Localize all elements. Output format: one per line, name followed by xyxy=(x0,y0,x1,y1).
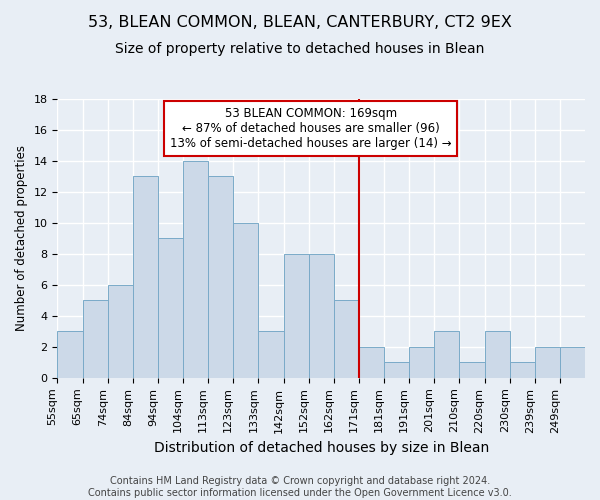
Bar xyxy=(58,332,83,378)
Bar xyxy=(133,176,158,378)
Bar xyxy=(158,238,183,378)
Text: Size of property relative to detached houses in Blean: Size of property relative to detached ho… xyxy=(115,42,485,56)
Text: 53 BLEAN COMMON: 169sqm
← 87% of detached houses are smaller (96)
13% of semi-de: 53 BLEAN COMMON: 169sqm ← 87% of detache… xyxy=(170,108,451,150)
Bar xyxy=(485,332,509,378)
Bar xyxy=(409,347,434,378)
Bar xyxy=(83,300,107,378)
Bar xyxy=(208,176,233,378)
Bar xyxy=(334,300,359,378)
Bar xyxy=(560,347,585,378)
Bar xyxy=(233,223,259,378)
X-axis label: Distribution of detached houses by size in Blean: Distribution of detached houses by size … xyxy=(154,441,489,455)
Bar xyxy=(359,347,384,378)
Text: 53, BLEAN COMMON, BLEAN, CANTERBURY, CT2 9EX: 53, BLEAN COMMON, BLEAN, CANTERBURY, CT2… xyxy=(88,15,512,30)
Bar xyxy=(509,362,535,378)
Bar xyxy=(460,362,485,378)
Bar xyxy=(284,254,308,378)
Bar xyxy=(183,161,208,378)
Bar xyxy=(308,254,334,378)
Text: Contains HM Land Registry data © Crown copyright and database right 2024.
Contai: Contains HM Land Registry data © Crown c… xyxy=(88,476,512,498)
Bar xyxy=(434,332,460,378)
Y-axis label: Number of detached properties: Number of detached properties xyxy=(15,146,28,332)
Bar xyxy=(259,332,284,378)
Bar xyxy=(384,362,409,378)
Bar xyxy=(107,285,133,378)
Bar xyxy=(535,347,560,378)
